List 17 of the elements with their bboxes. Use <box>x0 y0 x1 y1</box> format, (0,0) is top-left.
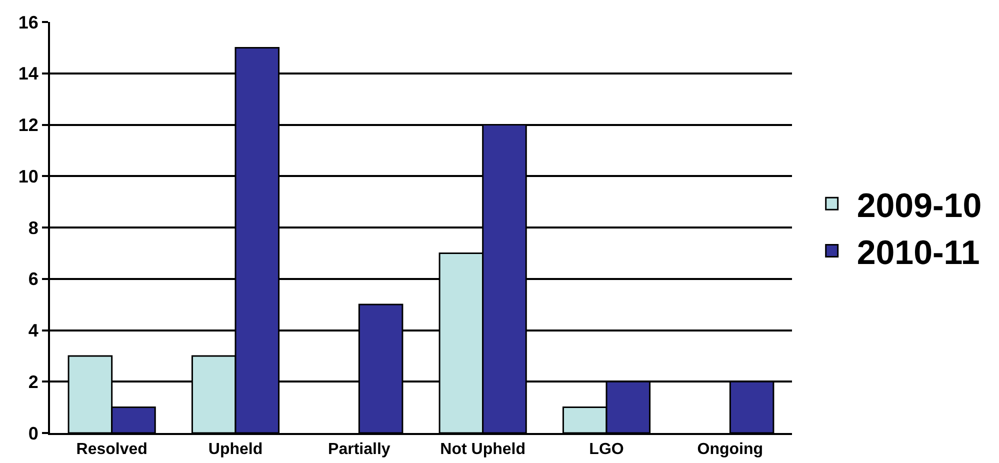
y-tick-label: 8 <box>28 218 38 238</box>
x-tick-label: Ongoing <box>697 441 764 458</box>
y-tick-label: 4 <box>28 320 38 341</box>
x-tick-label: Partially <box>328 441 390 458</box>
y-tick-label: 14 <box>18 64 38 84</box>
y-tick-label: 2 <box>28 372 38 392</box>
y-tick-label: 10 <box>18 166 38 186</box>
y-tick-label: 16 <box>18 12 38 32</box>
y-tick-label: 12 <box>18 115 38 136</box>
x-tick-label: Resolved <box>76 441 148 458</box>
x-tick-label: LGO <box>589 441 624 458</box>
x-tick-label: Upheld <box>208 441 263 458</box>
y-tick-label: 6 <box>28 269 38 290</box>
x-tick-label: Not Upheld <box>440 441 526 458</box>
legend-label: 2009-10 <box>856 186 982 225</box>
y-tick-label: 0 <box>28 423 38 444</box>
legend-label: 2010-11 <box>856 234 980 272</box>
